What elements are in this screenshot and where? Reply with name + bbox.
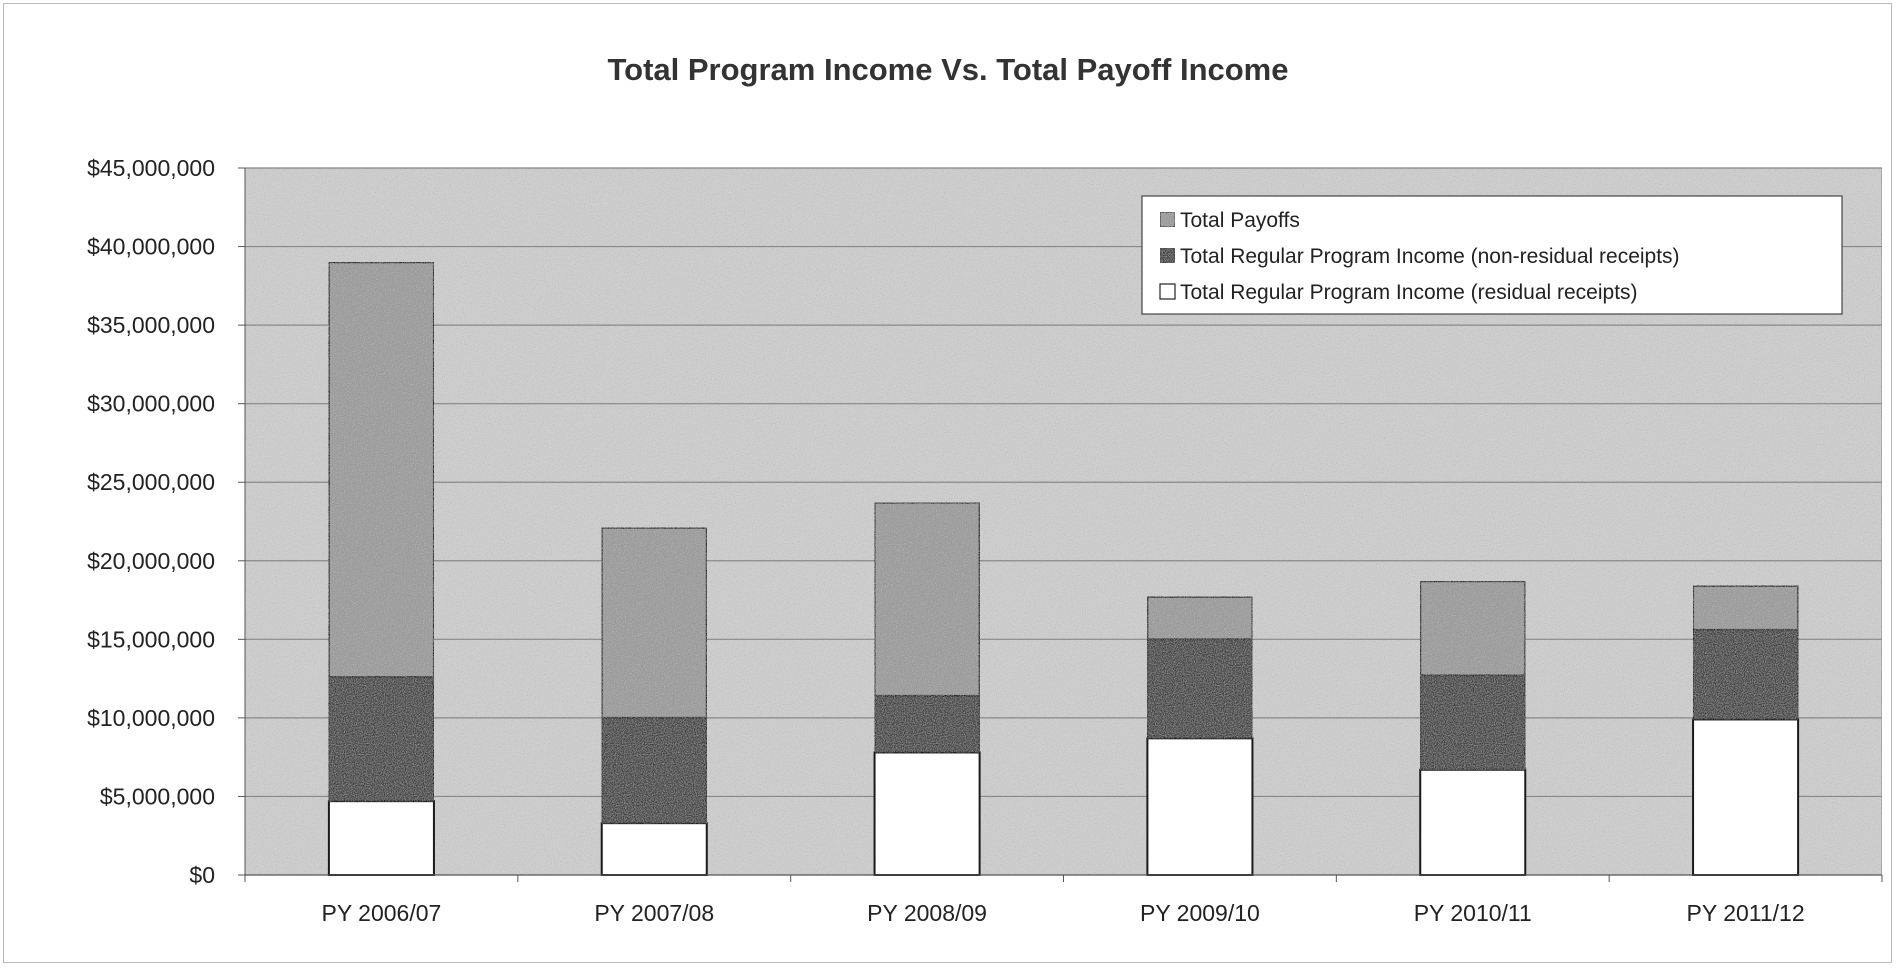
legend-swatch	[1159, 211, 1176, 228]
bar-segment	[1146, 737, 1254, 877]
x-tick-label: PY 2011/12	[1687, 900, 1805, 926]
bar-segment	[873, 694, 981, 754]
x-tick-label: PY 2010/11	[1414, 900, 1532, 926]
bar-segment	[1419, 580, 1527, 677]
legend-label: Total Payoffs	[1180, 209, 1300, 232]
bar-segment	[1419, 768, 1527, 876]
legend-swatch	[1159, 247, 1176, 264]
bar-segment	[600, 716, 708, 825]
y-tick-label: $40,000,000	[87, 234, 215, 260]
legend-box	[1141, 195, 1843, 315]
bar-segment	[1692, 584, 1800, 631]
bar-segment	[1146, 638, 1254, 740]
y-tick-label: $10,000,000	[87, 705, 215, 731]
x-tick-label: PY 2006/07	[322, 900, 442, 926]
y-tick-label: $30,000,000	[87, 391, 215, 417]
bar-segment	[600, 526, 708, 719]
bar-segment	[873, 501, 981, 697]
bar-segment	[327, 261, 435, 679]
bar-segment	[1692, 628, 1800, 721]
bar-segment	[600, 822, 708, 876]
bar-segment	[327, 676, 435, 803]
legend-label: Total Regular Program Income (non-residu…	[1180, 245, 1680, 268]
y-tick-label: $45,000,000	[87, 155, 215, 181]
legend: Total Payoffs Total Regular Program Incom…	[1141, 195, 1843, 315]
y-tick-label: $20,000,000	[87, 548, 215, 574]
bar-segment	[1692, 718, 1800, 877]
bar-segment	[327, 800, 435, 876]
y-tick-label: $35,000,000	[87, 312, 215, 338]
x-tick-label: PY 2007/08	[594, 900, 714, 926]
x-tick-label: PY 2009/10	[1140, 900, 1260, 926]
x-tick-label: PY 2008/09	[867, 900, 987, 926]
legend-label: Total Regular Program Income (residual r…	[1180, 281, 1638, 304]
bar-segment	[873, 751, 981, 876]
bar-segment	[1146, 595, 1254, 641]
y-tick-label: $15,000,000	[87, 626, 215, 652]
legend-swatch	[1159, 283, 1176, 300]
y-tick-label: $5,000,000	[100, 783, 215, 809]
x-axis: PY 2006/07 PY 2007/08 PY 2008/09 PY 2009/10…	[244, 874, 1883, 926]
y-tick-label: $0	[189, 862, 215, 888]
bars	[327, 261, 1800, 877]
chart-title: Total Program Income Vs. Total Payoff In…	[608, 52, 1289, 87]
y-tick-label: $25,000,000	[87, 469, 215, 495]
y-axis: $0 $5,000,000 $10,000,000 $15,000,000 $20,00…	[87, 155, 246, 888]
bar-segment	[1419, 674, 1527, 771]
